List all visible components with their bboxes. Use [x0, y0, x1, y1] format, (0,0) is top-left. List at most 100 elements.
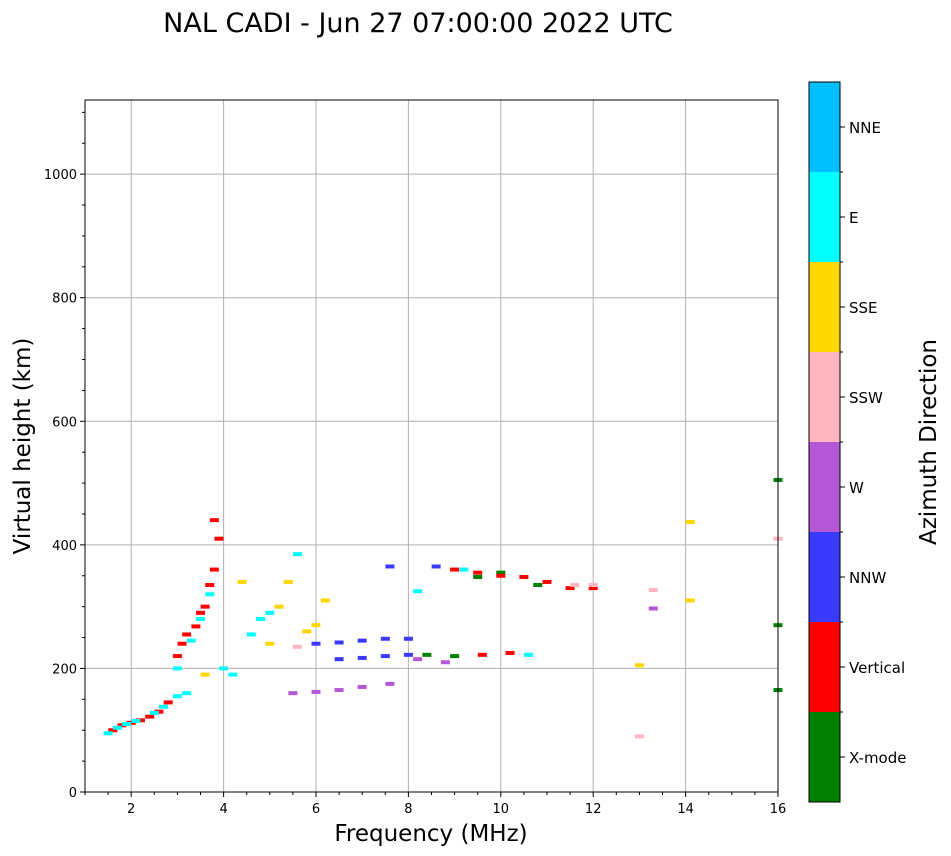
data-point [477, 652, 487, 657]
data-point [334, 688, 344, 693]
data-point [200, 604, 210, 609]
data-point [265, 641, 275, 646]
data-point [209, 518, 219, 523]
data-point [265, 610, 275, 615]
data-point [403, 652, 413, 657]
colorbar-frame [808, 81, 841, 803]
data-point [473, 574, 483, 579]
colorbar-category-label: NNE [849, 119, 881, 137]
colorbar-category-label: SSW [849, 389, 883, 407]
data-point [131, 718, 141, 723]
data-point [274, 604, 284, 609]
data-point [357, 655, 367, 660]
data-point [588, 583, 598, 588]
colorbar-category-label: SSE [849, 299, 878, 317]
data-point [112, 725, 122, 730]
data-point [293, 644, 303, 649]
grid-lines [85, 100, 779, 793]
data-point [237, 579, 247, 584]
data-point [422, 652, 432, 657]
x-tick-label: 4 [219, 802, 227, 817]
x-tick-label: 16 [770, 802, 787, 817]
data-point [524, 652, 534, 657]
data-point [172, 666, 182, 671]
data-point [380, 636, 390, 641]
x-tick-label: 10 [493, 802, 510, 817]
data-point [302, 629, 312, 634]
data-point [413, 589, 423, 594]
data-point [403, 636, 413, 641]
data-point [505, 650, 515, 655]
colorbar: X-mode Vertical NNW W SSW SSE E NNE [808, 81, 906, 803]
data-point [685, 598, 695, 603]
data-point [459, 567, 469, 572]
data-point [103, 731, 113, 736]
x-tick-label: 14 [677, 802, 694, 817]
colorbar-swatch [809, 532, 840, 622]
data-point [311, 623, 321, 628]
data-point [542, 579, 552, 584]
data-point [385, 681, 395, 686]
y-axis-label: Virtual height (km) [10, 338, 36, 555]
data-point [205, 583, 215, 588]
colorbar-swatch [809, 712, 840, 802]
data-point [634, 663, 644, 668]
data-point [182, 632, 192, 637]
data-point [246, 632, 256, 637]
x-tick-label: 6 [312, 802, 320, 817]
data-point [182, 691, 192, 696]
data-point [634, 734, 644, 739]
data-point [334, 657, 344, 662]
data-point [172, 654, 182, 659]
data-point [191, 624, 201, 629]
colorbar-swatch [809, 172, 840, 262]
colorbar-swatch [809, 442, 840, 532]
data-point [311, 641, 321, 646]
data-point [450, 567, 460, 572]
data-point [186, 638, 196, 643]
data-point [122, 722, 132, 727]
data-point [154, 709, 164, 714]
data-point [293, 552, 303, 557]
data-point [473, 570, 483, 575]
y-tick-label: 200 [52, 662, 77, 677]
colorbar-category-label: NNW [849, 569, 886, 587]
data-point [196, 610, 205, 615]
y-tick-label: 0 [69, 786, 77, 801]
data-point [117, 723, 127, 728]
x-tick-label: 2 [127, 802, 135, 817]
data-point [431, 564, 441, 569]
y-tick-label: 1000 [44, 168, 77, 183]
y-axis: 0 200 400 600 800 1000 [44, 111, 85, 801]
plot-frame [84, 99, 779, 793]
y-tick-label: 800 [52, 292, 77, 307]
data-point [126, 720, 136, 725]
data-point [440, 660, 450, 665]
data-marks [103, 477, 783, 739]
colorbar-category-label: X-mode [849, 749, 906, 767]
data-point [320, 598, 330, 603]
data-point [311, 689, 321, 694]
colorbar-category-label: Vertical [849, 659, 905, 677]
data-point [588, 586, 598, 591]
data-point [288, 691, 298, 696]
data-point [163, 700, 173, 705]
data-point [228, 672, 238, 677]
data-point [533, 583, 543, 588]
data-point [177, 641, 187, 646]
data-point [159, 704, 169, 709]
data-point [219, 666, 229, 671]
data-point [108, 728, 118, 733]
data-point [519, 574, 529, 579]
data-point [135, 718, 145, 723]
data-point [256, 617, 266, 621]
data-point [283, 579, 293, 584]
data-point [357, 638, 367, 643]
data-point [380, 654, 390, 659]
x-tick-label: 8 [404, 802, 412, 817]
data-point [385, 564, 395, 569]
data-point [496, 570, 506, 575]
y-tick-label: 400 [52, 539, 77, 554]
x-tick-label: 12 [585, 802, 602, 817]
